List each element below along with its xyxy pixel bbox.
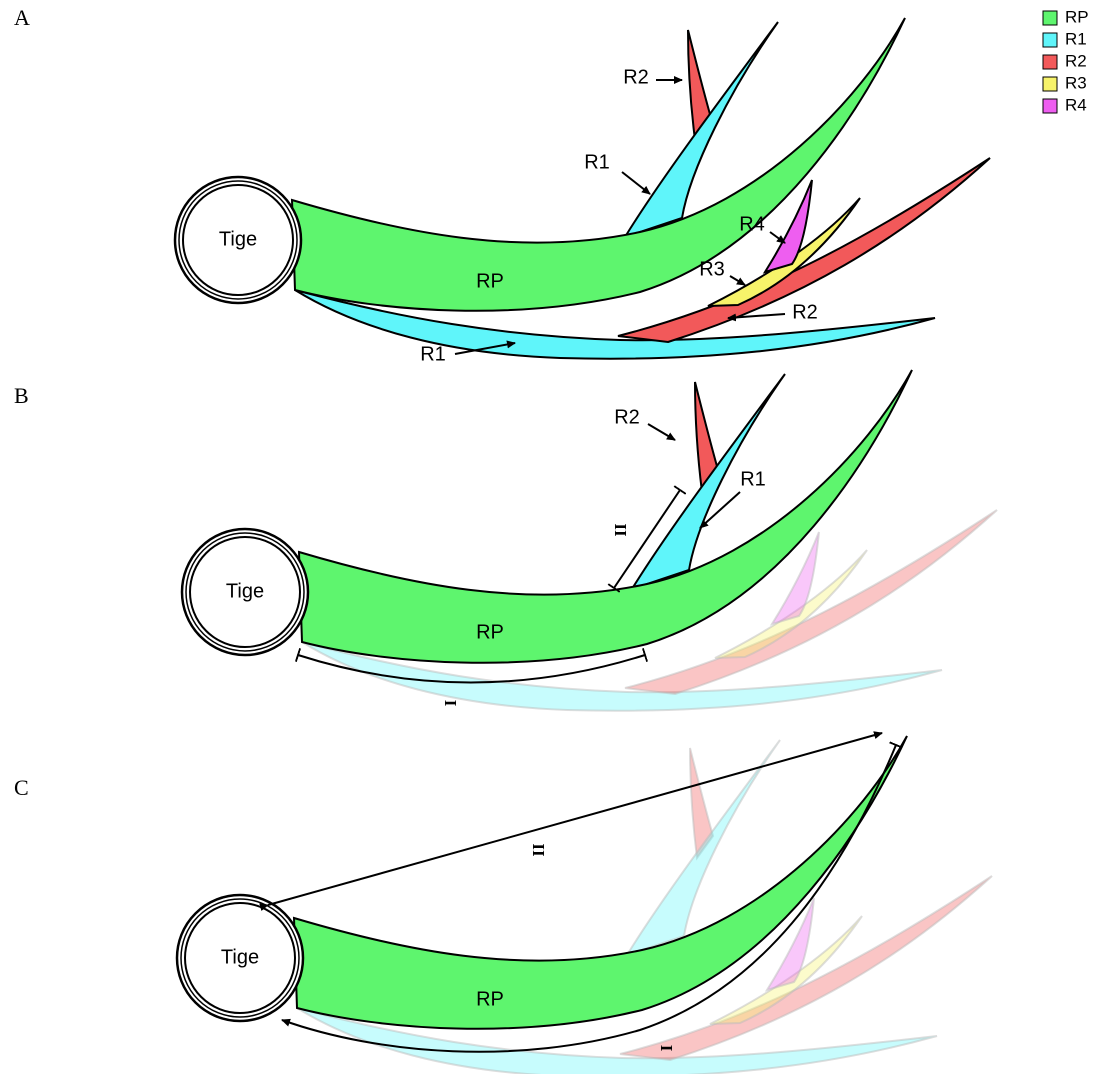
root-label: RP	[476, 270, 504, 292]
legend-swatch	[1042, 54, 1058, 70]
stem-ring	[182, 184, 294, 296]
root	[296, 1007, 938, 1074]
root	[707, 197, 861, 307]
legend-label: RP	[1065, 7, 1089, 26]
stem-label: Tige	[219, 228, 257, 250]
legend-label: R3	[1065, 73, 1087, 92]
stem-ring	[178, 180, 298, 300]
legend: RP R1 R2 R3 R4	[1042, 7, 1089, 114]
measure-arc	[294, 648, 649, 684]
arrow	[699, 491, 741, 529]
measure-label: II	[611, 523, 630, 537]
arrow	[647, 423, 676, 441]
arrow	[769, 231, 786, 244]
annotation: R4	[739, 213, 765, 235]
panel-label: C	[14, 775, 29, 800]
annotation: R3	[699, 258, 725, 280]
root	[769, 531, 820, 626]
annotation: R2	[614, 406, 640, 428]
legend-swatch	[1042, 98, 1058, 114]
stem-label: Tige	[221, 946, 259, 968]
legend-label: R2	[1065, 51, 1087, 70]
panel-a	[173, 17, 991, 360]
root-label: RP	[476, 621, 504, 643]
arrow	[454, 340, 516, 355]
measure-label: II	[529, 843, 548, 857]
root	[687, 29, 713, 143]
measure-arc	[281, 741, 903, 1053]
legend-label: R1	[1065, 29, 1087, 48]
stem-ring	[189, 536, 301, 648]
root	[694, 381, 720, 495]
panel-label: B	[14, 383, 29, 408]
annotation: R1	[740, 468, 766, 490]
stem-label: Tige	[226, 580, 264, 602]
root	[301, 641, 943, 712]
legend-label: R4	[1065, 95, 1087, 114]
legend-swatch	[1042, 76, 1058, 92]
annotation: R1	[584, 151, 610, 173]
root	[290, 17, 906, 312]
root	[294, 289, 936, 360]
arrow	[727, 313, 786, 322]
arrow	[729, 275, 746, 286]
measure-label: I	[657, 1044, 676, 1051]
measure-line	[607, 485, 687, 593]
panel-b	[180, 369, 998, 712]
legend-swatch	[1042, 10, 1058, 26]
panel-c	[175, 735, 993, 1074]
arrow	[621, 171, 651, 195]
annotation: R1	[420, 343, 446, 365]
annotation: R2	[623, 66, 649, 88]
measure-label: I	[441, 699, 460, 706]
legend-swatch	[1042, 32, 1058, 48]
annotation: R2	[792, 301, 818, 323]
stem	[180, 527, 310, 657]
panel-label: A	[14, 5, 30, 30]
root	[624, 509, 998, 696]
stem	[173, 175, 303, 305]
root	[622, 21, 779, 239]
root-label: RP	[476, 988, 504, 1010]
stem-ring	[185, 532, 305, 652]
root	[714, 549, 868, 659]
